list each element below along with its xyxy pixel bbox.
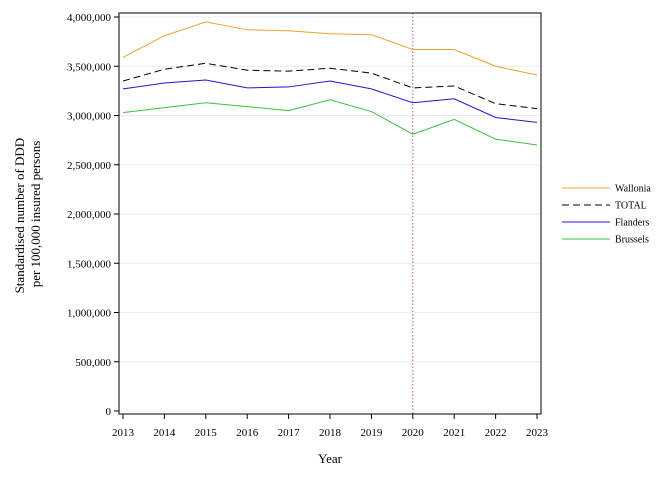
y-tick-label: 1,500,000 — [67, 258, 112, 270]
y-axis-ticks: 0 500,000 1,000,000 1,500,000 2,000,000 2,500… — [67, 12, 119, 418]
x-tick-label: 2014 — [153, 427, 176, 439]
x-tick-label: 2020 — [402, 427, 425, 439]
x-axis-title: Year — [318, 451, 343, 466]
gridlines — [119, 16, 541, 412]
series-line-flanders — [122, 79, 538, 123]
x-tick-label: 2023 — [526, 427, 549, 439]
series-line-total — [122, 62, 538, 110]
series-line-brussels — [122, 99, 538, 146]
legend-item-flanders: Flanders — [562, 218, 650, 229]
x-tick-label: 2021 — [443, 427, 465, 439]
series-line-wallonia — [122, 21, 538, 76]
x-tick-label: 2017 — [278, 427, 301, 439]
legend-label: TOTAL — [615, 201, 647, 212]
x-tick-label: 2016 — [236, 427, 259, 439]
y-tick-label: 0 — [106, 406, 112, 418]
y-tick-label: 500,000 — [75, 357, 111, 369]
legend: Wallonia TOTAL Flanders Brussels — [562, 184, 651, 246]
x-tick-label: 2018 — [319, 427, 342, 439]
x-tick-label: 2022 — [485, 427, 507, 439]
legend-label: Brussels — [615, 235, 649, 246]
legend-item-brussels: Brussels — [562, 235, 649, 246]
y-tick-label: 2,500,000 — [67, 160, 112, 172]
legend-label: Wallonia — [615, 184, 651, 195]
y-tick-label: 1,000,000 — [67, 308, 112, 320]
y-tick-label: 2,000,000 — [67, 209, 112, 221]
y-axis-title-line-2: per 100,000 insured persons — [28, 141, 43, 288]
y-tick-label: 4,000,000 — [67, 12, 112, 24]
x-tick-label: 2015 — [195, 427, 218, 439]
x-axis-ticks: 2013 2014 2015 2016 2017 2018 2019 2020 2021 2022… — [112, 414, 549, 439]
x-tick-label: 2019 — [360, 427, 383, 439]
y-tick-label: 3,000,000 — [67, 111, 112, 123]
y-tick-label: 3,500,000 — [67, 61, 112, 73]
series-lines — [122, 21, 538, 146]
legend-label: Flanders — [615, 218, 650, 229]
y-axis-title-line-1: Standardised number of DDD — [12, 138, 27, 294]
y-axis-title: Standardised number of DDD per 100,000 i… — [12, 135, 43, 294]
legend-item-wallonia: Wallonia — [562, 184, 651, 195]
x-tick-label: 2013 — [112, 427, 135, 439]
legend-item-total: TOTAL — [562, 201, 647, 212]
